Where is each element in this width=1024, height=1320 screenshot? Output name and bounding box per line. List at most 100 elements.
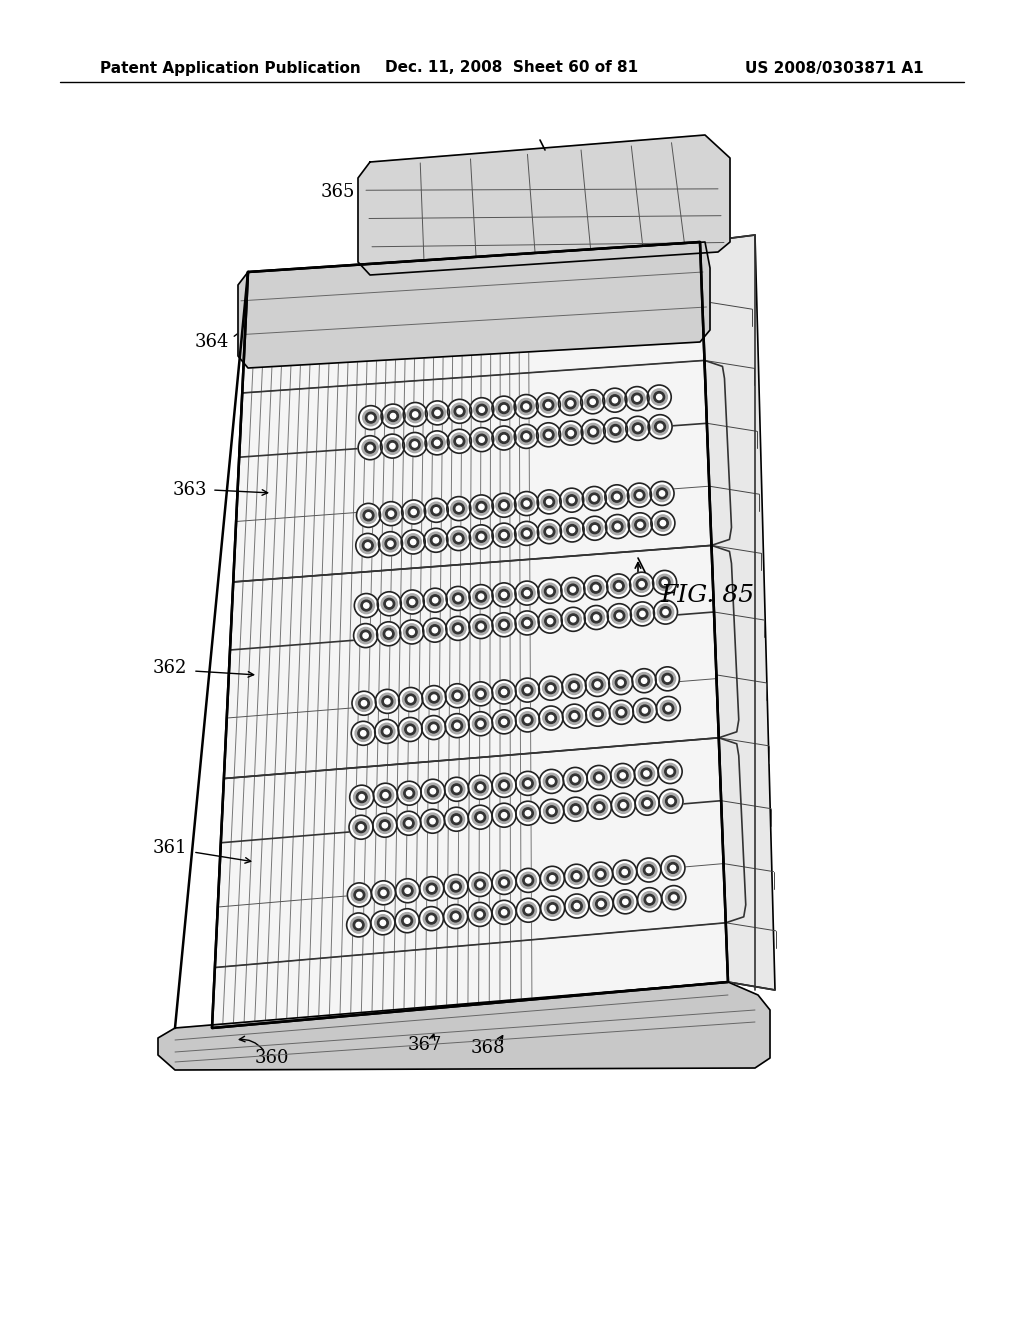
Circle shape (516, 771, 540, 796)
Circle shape (587, 520, 603, 536)
Circle shape (472, 779, 488, 796)
Circle shape (473, 618, 489, 635)
Circle shape (432, 627, 437, 632)
Circle shape (544, 803, 560, 820)
Circle shape (629, 391, 645, 407)
Circle shape (541, 494, 557, 510)
Circle shape (411, 540, 416, 545)
Circle shape (566, 524, 578, 536)
Circle shape (478, 535, 484, 540)
Circle shape (379, 723, 395, 739)
Circle shape (355, 822, 367, 833)
Circle shape (523, 875, 534, 886)
Circle shape (591, 770, 607, 785)
Circle shape (361, 701, 367, 706)
Circle shape (424, 498, 449, 523)
Circle shape (407, 821, 412, 826)
Circle shape (631, 602, 654, 626)
Circle shape (400, 590, 424, 614)
Circle shape (592, 496, 597, 502)
Circle shape (573, 807, 579, 812)
Circle shape (639, 582, 644, 587)
Circle shape (569, 710, 580, 722)
Circle shape (594, 772, 604, 783)
Circle shape (426, 883, 437, 894)
Circle shape (473, 499, 489, 515)
Circle shape (547, 903, 558, 913)
Polygon shape (238, 242, 710, 368)
Circle shape (596, 899, 606, 909)
Circle shape (429, 624, 440, 635)
Circle shape (635, 791, 659, 816)
Circle shape (472, 876, 488, 892)
Circle shape (502, 813, 507, 818)
Circle shape (538, 579, 562, 603)
Circle shape (353, 820, 370, 836)
Circle shape (603, 388, 627, 412)
Circle shape (660, 520, 666, 525)
Circle shape (544, 870, 560, 887)
Circle shape (399, 883, 416, 899)
Circle shape (588, 396, 598, 407)
Circle shape (476, 591, 486, 602)
Circle shape (592, 678, 603, 690)
Circle shape (525, 810, 530, 816)
Circle shape (519, 711, 536, 729)
Circle shape (586, 490, 602, 507)
Circle shape (652, 570, 677, 594)
Circle shape (395, 879, 420, 903)
Circle shape (525, 908, 531, 913)
Circle shape (381, 890, 386, 895)
Circle shape (613, 704, 630, 721)
Circle shape (639, 676, 649, 686)
Circle shape (586, 672, 609, 697)
Circle shape (413, 412, 418, 417)
Circle shape (636, 578, 647, 590)
Circle shape (445, 684, 469, 708)
Circle shape (468, 805, 493, 829)
Circle shape (524, 590, 529, 595)
Circle shape (451, 814, 462, 825)
Circle shape (426, 689, 442, 706)
Circle shape (375, 719, 398, 743)
Circle shape (538, 490, 561, 513)
Circle shape (366, 412, 376, 424)
Circle shape (388, 411, 398, 421)
Circle shape (454, 787, 459, 792)
Circle shape (622, 870, 628, 875)
Circle shape (564, 581, 581, 598)
Circle shape (408, 537, 419, 548)
Circle shape (426, 913, 437, 924)
Circle shape (410, 599, 415, 605)
Circle shape (671, 895, 677, 900)
Circle shape (660, 701, 677, 717)
Circle shape (454, 436, 465, 446)
Circle shape (387, 601, 392, 606)
Circle shape (427, 622, 443, 639)
Circle shape (544, 496, 555, 507)
Circle shape (380, 920, 385, 925)
Circle shape (543, 680, 559, 697)
Circle shape (384, 598, 394, 609)
Circle shape (384, 729, 389, 734)
Circle shape (524, 620, 529, 626)
Circle shape (518, 495, 535, 512)
Circle shape (395, 908, 419, 933)
Circle shape (565, 428, 577, 438)
Circle shape (592, 525, 597, 531)
Circle shape (404, 725, 416, 735)
Circle shape (474, 909, 485, 920)
Circle shape (514, 395, 539, 418)
Circle shape (470, 428, 494, 451)
Circle shape (542, 524, 557, 540)
Circle shape (347, 883, 372, 907)
Circle shape (666, 890, 682, 906)
Circle shape (637, 702, 653, 718)
Circle shape (573, 874, 580, 879)
Circle shape (365, 442, 376, 453)
Circle shape (468, 873, 492, 896)
Circle shape (356, 792, 368, 803)
Circle shape (372, 880, 395, 904)
Circle shape (522, 714, 532, 726)
Circle shape (421, 809, 444, 833)
